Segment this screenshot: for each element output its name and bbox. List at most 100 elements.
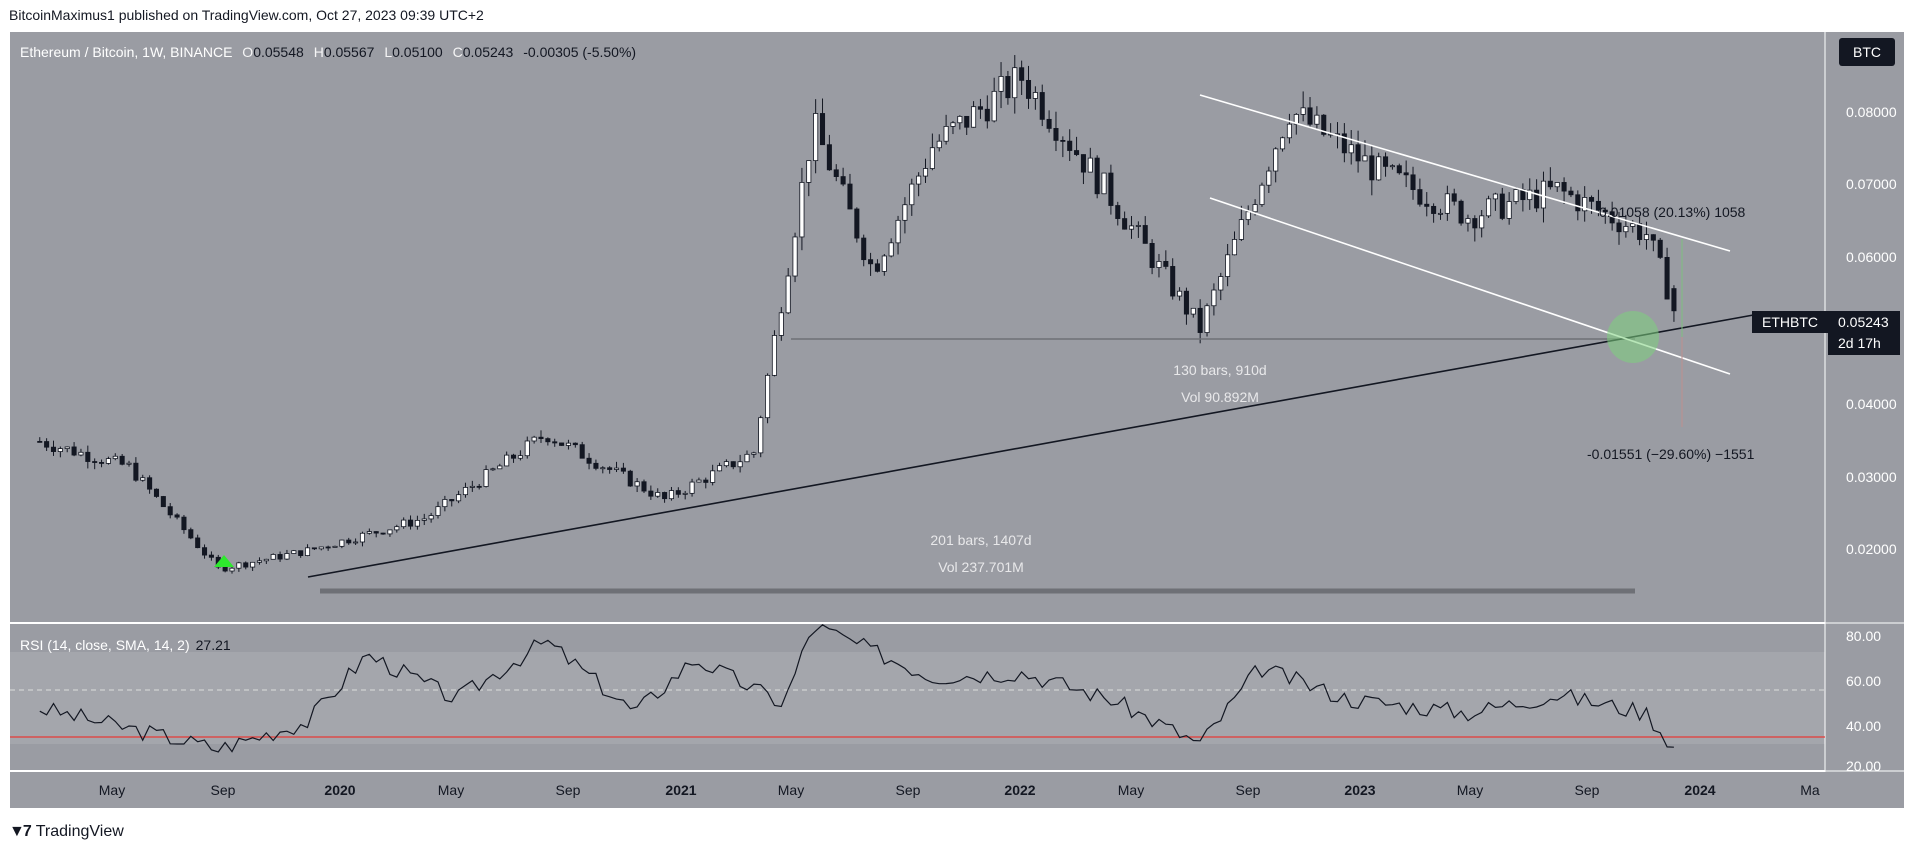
candle-body[interactable] — [1094, 157, 1100, 195]
candle-body[interactable] — [1218, 276, 1224, 291]
candle-body[interactable] — [1211, 289, 1217, 307]
candle-body[interactable] — [1534, 189, 1540, 209]
candle-body[interactable] — [99, 462, 105, 464]
candle-body[interactable] — [1403, 172, 1409, 176]
candle-body[interactable] — [922, 168, 929, 177]
candle-body[interactable] — [902, 204, 908, 221]
price-pane[interactable] — [10, 32, 1825, 622]
candle-body[interactable] — [85, 451, 91, 462]
candle-body[interactable] — [607, 467, 613, 470]
candle-body[interactable] — [1582, 197, 1588, 212]
candle-body[interactable] — [929, 147, 935, 169]
candle-body[interactable] — [813, 113, 819, 162]
candle-body[interactable] — [421, 518, 427, 521]
candle-body[interactable] — [1149, 242, 1155, 268]
candle-body[interactable] — [655, 492, 661, 497]
candle-body[interactable] — [44, 441, 50, 448]
candle-body[interactable] — [593, 462, 599, 469]
candle-body[interactable] — [1314, 114, 1320, 125]
candle-body[interactable] — [758, 417, 764, 454]
candle-body[interactable] — [991, 90, 997, 122]
candle-body[interactable] — [1005, 76, 1011, 99]
candle-body[interactable] — [1623, 226, 1629, 233]
candle-body[interactable] — [517, 455, 523, 459]
candle-body[interactable] — [1527, 189, 1533, 201]
candle-body[interactable] — [847, 183, 853, 210]
candle-body[interactable] — [751, 452, 757, 455]
candle-body[interactable] — [703, 479, 709, 483]
candle-body[interactable] — [1183, 290, 1189, 315]
candle-body[interactable] — [1032, 92, 1038, 99]
candle-body[interactable] — [1492, 193, 1498, 200]
candle-body[interactable] — [112, 455, 118, 460]
chart-frame[interactable]: 130 bars, 910d Vol 90.892M 201 bars, 140… — [10, 32, 1904, 808]
candle-body[interactable] — [1383, 156, 1389, 167]
candle-body[interactable] — [840, 176, 846, 185]
candle-body[interactable] — [1341, 133, 1347, 154]
candle-body[interactable] — [1458, 200, 1464, 224]
candle-body[interactable] — [1561, 182, 1567, 192]
candle-body[interactable] — [394, 526, 400, 531]
candle-body[interactable] — [1540, 180, 1547, 209]
candle-body[interactable] — [229, 567, 235, 572]
candle-body[interactable] — [380, 532, 386, 535]
candle-body[interactable] — [819, 113, 826, 146]
candle-body[interactable] — [1348, 144, 1354, 154]
candle-body[interactable] — [256, 560, 263, 563]
candle-body[interactable] — [957, 115, 963, 124]
candle-body[interactable] — [1321, 114, 1327, 135]
candle-body[interactable] — [943, 126, 949, 142]
candle-body[interactable] — [586, 457, 592, 464]
candle-body[interactable] — [792, 236, 798, 277]
candle-body[interactable] — [64, 446, 70, 449]
candle-body[interactable] — [559, 442, 565, 446]
candle-body[interactable] — [1389, 165, 1395, 168]
candle-body[interactable] — [1410, 174, 1416, 190]
candle-body[interactable] — [1376, 156, 1382, 181]
candle-body[interactable] — [1273, 148, 1279, 172]
candle-body[interactable] — [668, 490, 674, 500]
candle-body[interactable] — [71, 446, 77, 456]
candle-body[interactable] — [442, 499, 448, 508]
candle-body[interactable] — [1431, 205, 1437, 214]
candle-body[interactable] — [1355, 144, 1361, 162]
candle-body[interactable] — [126, 462, 132, 465]
candle-body[interactable] — [710, 470, 716, 483]
candle-body[interactable] — [1101, 172, 1107, 195]
candle-body[interactable] — [291, 550, 297, 554]
candle-body[interactable] — [449, 499, 455, 502]
candle-body[interactable] — [737, 461, 743, 468]
candle-body[interactable] — [874, 263, 880, 272]
candle-body[interactable] — [1424, 203, 1430, 207]
candle-body[interactable] — [1643, 234, 1650, 240]
candle-body[interactable] — [195, 537, 201, 549]
candle-body[interactable] — [799, 182, 805, 238]
candle-body[interactable] — [160, 496, 166, 508]
candle-body[interactable] — [1074, 150, 1080, 155]
candle-body[interactable] — [1650, 234, 1656, 241]
candle-body[interactable] — [1595, 200, 1601, 211]
candle-body[interactable] — [1204, 305, 1210, 333]
candle-body[interactable] — [353, 541, 359, 544]
candle-body[interactable] — [1245, 211, 1251, 221]
candle-body[interactable] — [648, 490, 654, 497]
candle-body[interactable] — [1506, 201, 1512, 219]
candle-body[interactable] — [1369, 155, 1375, 181]
candle-body[interactable] — [531, 436, 537, 442]
candle-body[interactable] — [1156, 261, 1162, 268]
candle-body[interactable] — [1046, 118, 1052, 129]
candle-body[interactable] — [600, 467, 606, 470]
candle-body[interactable] — [1465, 218, 1471, 224]
candle-body[interactable] — [1616, 222, 1622, 233]
candle-body[interactable] — [1630, 223, 1636, 227]
candle-body[interactable] — [1039, 92, 1045, 120]
candle-body[interactable] — [936, 140, 942, 149]
candle-body[interactable] — [188, 529, 194, 539]
candle-body[interactable] — [181, 516, 187, 531]
candle-body[interactable] — [1437, 212, 1444, 215]
candle-body[interactable] — [1637, 223, 1643, 240]
candle-body[interactable] — [153, 488, 160, 497]
candle-body[interactable] — [37, 440, 43, 443]
candle-body[interactable] — [1019, 67, 1025, 81]
candle-body[interactable] — [909, 183, 915, 206]
